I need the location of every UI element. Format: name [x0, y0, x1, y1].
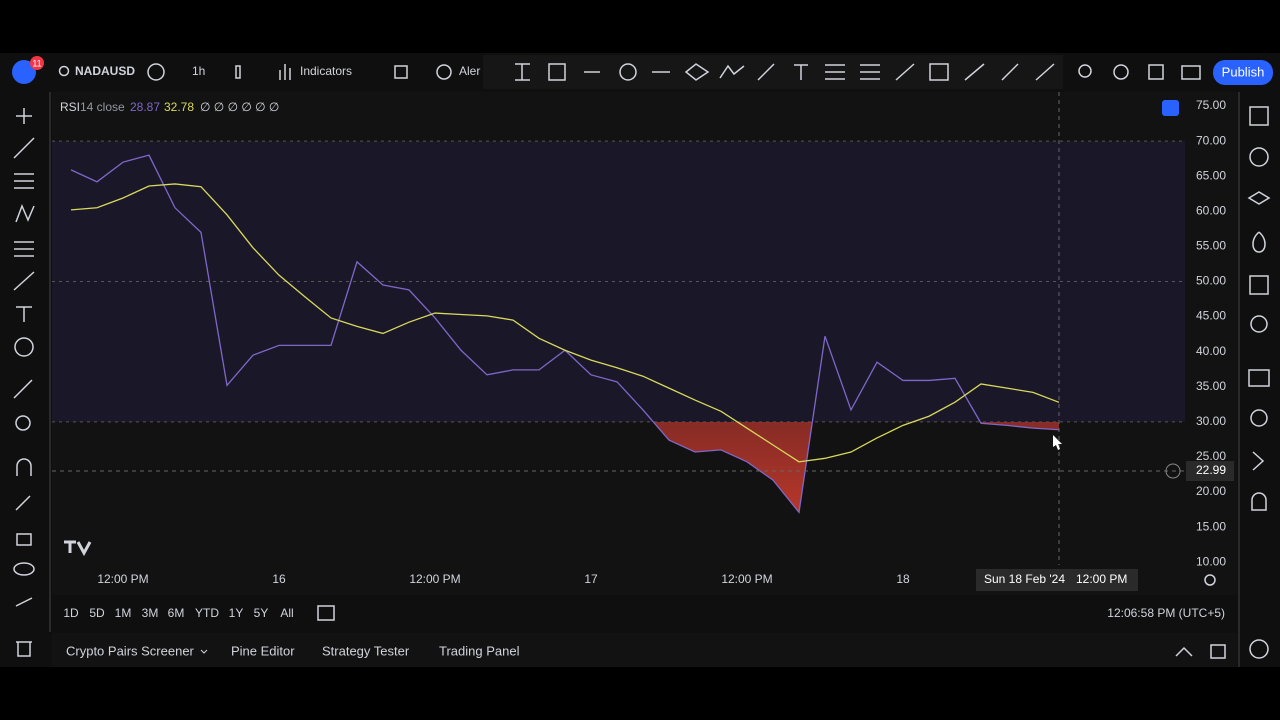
logo [64, 540, 92, 557]
range-button[interactable]: 5D [89, 606, 105, 620]
y-tick-label: 25.00 [1196, 449, 1226, 463]
y-tick-label: 55.00 [1196, 239, 1226, 253]
interval[interactable]: 1h [192, 64, 205, 78]
legend-params: 14 close [80, 100, 125, 114]
x-tick-label: 18 [896, 572, 910, 586]
separator [1238, 92, 1240, 667]
drawing-tools [515, 63, 1201, 81]
range-button[interactable]: 1Y [229, 606, 244, 620]
range-button[interactable]: All [280, 606, 293, 620]
range-button[interactable]: 1M [115, 606, 132, 620]
y-tick-label: 15.00 [1196, 519, 1226, 533]
y-tick-label: 10.00 [1196, 554, 1226, 568]
price-axis [1185, 92, 1237, 565]
x-tick-label: 12:00 PM [409, 572, 460, 586]
legend-value: 28.87 [130, 100, 160, 114]
panel-tab[interactable]: Trading Panel [439, 643, 520, 658]
panel-tab[interactable]: Crypto Pairs Screener [66, 643, 195, 658]
y-tick-label: 30.00 [1196, 414, 1226, 428]
range-button[interactable]: 5Y [254, 606, 269, 620]
x-tick-label: 12:00 PM [721, 572, 772, 586]
maximize-panel[interactable] [1210, 644, 1226, 659]
tab-chevron [200, 649, 208, 654]
collapse[interactable] [1175, 646, 1193, 657]
settings[interactable] [1204, 574, 1216, 586]
indicators-icon [279, 64, 291, 80]
alert-icon [436, 64, 452, 80]
templates[interactable] [394, 65, 408, 79]
x-tick-label: 17 [584, 572, 598, 586]
time-tag [976, 569, 1138, 591]
range-bar: 1D 5D 1M 3M 6M YTD 1Y 5Y All [63, 606, 293, 620]
price-tag [1186, 461, 1234, 482]
range-button[interactable]: YTD [195, 606, 219, 620]
range-button[interactable]: 3M [142, 606, 159, 620]
legend-value: 32.78 [164, 100, 194, 114]
y-tick-label: 45.00 [1196, 309, 1226, 323]
plot [52, 92, 1185, 565]
add-symbol[interactable] [147, 63, 165, 81]
right-sidebar[interactable] [1247, 106, 1271, 659]
legend-extras: ∅ ∅ ∅ ∅ ∅ ∅ [200, 100, 279, 114]
date-range[interactable] [317, 605, 335, 621]
crosshair-date: Sun 18 Feb '24 [984, 572, 1065, 586]
tabs: Crypto Pairs Screener Pine Editor Strategy… [66, 643, 520, 658]
crosshair-price: 22.99 [1196, 463, 1226, 477]
range-button[interactable]: 6M [168, 606, 185, 620]
panel-tab[interactable]: Strategy Tester [322, 643, 410, 658]
left-toolbar[interactable] [13, 108, 35, 657]
x-tick-label: 16 [272, 572, 286, 586]
separator [49, 92, 51, 632]
maximize[interactable] [1162, 100, 1179, 116]
drawing-toolbar [483, 55, 1063, 89]
y-tick-label: 50.00 [1196, 274, 1226, 288]
indicators[interactable]: Indicators [300, 64, 352, 78]
y-tick-label: 75.00 [1196, 98, 1226, 112]
panel-tab[interactable]: Pine Editor [231, 643, 295, 658]
y-tick-label: 70.00 [1196, 133, 1226, 147]
badge [30, 56, 44, 70]
badge-count: 11 [32, 58, 41, 68]
series-line [70, 183, 1060, 463]
legend-title: RSI [60, 100, 80, 114]
y-tick-label: 60.00 [1196, 203, 1226, 217]
search-icon [58, 65, 70, 77]
add-alert[interactable] [1165, 463, 1181, 479]
user-avatar[interactable] [12, 60, 36, 84]
range-button[interactable]: 1D [63, 606, 79, 620]
rsi-band [52, 141, 1185, 422]
y-tick-label: 20.00 [1196, 484, 1226, 498]
publish-label: Publish [1222, 64, 1265, 79]
crosshair-time: 12:00 PM [1076, 572, 1127, 586]
chart-type[interactable] [235, 65, 241, 79]
symbol[interactable]: NADAUSD [75, 64, 135, 78]
panel-tabs [52, 633, 1237, 667]
publish-button[interactable] [1213, 60, 1273, 85]
y-tick-label: 40.00 [1196, 344, 1226, 358]
y-tick-label: 35.00 [1196, 379, 1226, 393]
clock: 12:06:58 PM (UTC+5) [1107, 606, 1225, 620]
cursor [1053, 435, 1062, 451]
y-tick-label: 65.00 [1196, 168, 1226, 182]
alert[interactable]: Aler [459, 64, 480, 78]
x-tick-label: 12:00 PM [97, 572, 148, 586]
